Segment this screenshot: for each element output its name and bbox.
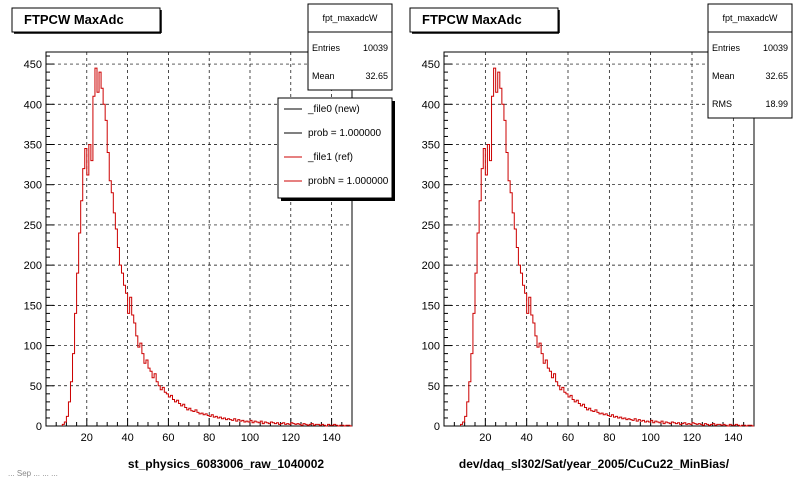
y-tick-label: 450 bbox=[24, 59, 42, 71]
x-axis-label: st_physics_6083006_raw_1040002 bbox=[128, 457, 324, 471]
stats-box bbox=[307, 3, 393, 91]
x-tick-label: 120 bbox=[282, 432, 300, 444]
stats-value: 18.99 bbox=[765, 99, 788, 109]
legend-entry: probN = 1.000000 bbox=[308, 176, 389, 187]
x-tick-label: 100 bbox=[241, 432, 259, 444]
stats-key: RMS bbox=[712, 99, 732, 109]
stats-key: Entries bbox=[712, 43, 741, 53]
histogram-series-1 bbox=[61, 67, 352, 427]
y-tick-label: 450 bbox=[422, 59, 440, 71]
stats-value: 10039 bbox=[363, 43, 388, 53]
title-box bbox=[409, 7, 559, 33]
y-tick-label: 150 bbox=[24, 300, 42, 312]
chart-title: FTPCW MaxAdc bbox=[24, 12, 124, 27]
x-tick-label: 80 bbox=[203, 432, 215, 444]
chart-title: FTPCW MaxAdc bbox=[422, 12, 522, 27]
y-tick-label: 250 bbox=[422, 220, 440, 232]
y-tick-label: 0 bbox=[434, 421, 440, 433]
stats-value: 32.65 bbox=[365, 71, 388, 81]
stats-box bbox=[707, 3, 793, 119]
legend-entry: _file0 (new) bbox=[307, 104, 360, 115]
x-tick-label: 40 bbox=[521, 432, 533, 444]
y-tick-label: 350 bbox=[422, 139, 440, 151]
footer-text: ... Sep ... ... ... bbox=[8, 469, 58, 478]
stats-key: Mean bbox=[312, 71, 335, 81]
x-tick-label: 60 bbox=[162, 432, 174, 444]
x-tick-label: 80 bbox=[603, 432, 615, 444]
y-tick-label: 150 bbox=[422, 300, 440, 312]
histogram-series-1 bbox=[460, 67, 754, 427]
y-tick-label: 300 bbox=[24, 180, 42, 192]
stats-key: Entries bbox=[312, 43, 341, 53]
stats-value: 32.65 bbox=[765, 71, 788, 81]
x-tick-label: 20 bbox=[479, 432, 491, 444]
legend-entry: _file1 (ref) bbox=[307, 152, 353, 163]
histogram-panel-2: 20 40 60 80 100 120 140 0 50 100 150 200 250 300 350 40… bbox=[409, 3, 793, 471]
stats-key: Mean bbox=[712, 71, 735, 81]
x-tick-label: 60 bbox=[562, 432, 574, 444]
x-axis-label: dev/daq_sl302/Sat/year_2005/CuCu22_MinBi… bbox=[459, 457, 730, 471]
y-tick-label: 400 bbox=[24, 99, 42, 111]
y-tick-label: 0 bbox=[36, 421, 42, 433]
x-tick-label: 100 bbox=[641, 432, 659, 444]
stats-value: 10039 bbox=[763, 43, 788, 53]
x-tick-label: 140 bbox=[322, 432, 340, 444]
legend-entry: prob = 1.000000 bbox=[308, 128, 382, 139]
y-tick-label: 200 bbox=[24, 260, 42, 272]
x-tick-label: 140 bbox=[724, 432, 742, 444]
x-tick-label: 40 bbox=[121, 432, 133, 444]
title-box bbox=[11, 7, 161, 33]
y-tick-label: 350 bbox=[24, 139, 42, 151]
y-tick-label: 100 bbox=[24, 341, 42, 353]
y-tick-label: 200 bbox=[422, 260, 440, 272]
y-tick-label: 50 bbox=[428, 381, 440, 393]
y-tick-label: 50 bbox=[30, 381, 42, 393]
y-tick-label: 300 bbox=[422, 180, 440, 192]
y-tick-label: 100 bbox=[422, 341, 440, 353]
stats-name: fpt_maxadcW bbox=[722, 13, 778, 23]
plot-frame bbox=[443, 51, 755, 427]
stats-name: fpt_maxadcW bbox=[322, 13, 378, 23]
histogram-panel-1: 20 40 60 80 100 120 140 0 50 100 150 200 250 300 350 40… bbox=[11, 3, 395, 471]
x-tick-label: 20 bbox=[81, 432, 93, 444]
y-tick-label: 400 bbox=[422, 99, 440, 111]
y-tick-label: 250 bbox=[24, 220, 42, 232]
x-tick-label: 120 bbox=[683, 432, 701, 444]
